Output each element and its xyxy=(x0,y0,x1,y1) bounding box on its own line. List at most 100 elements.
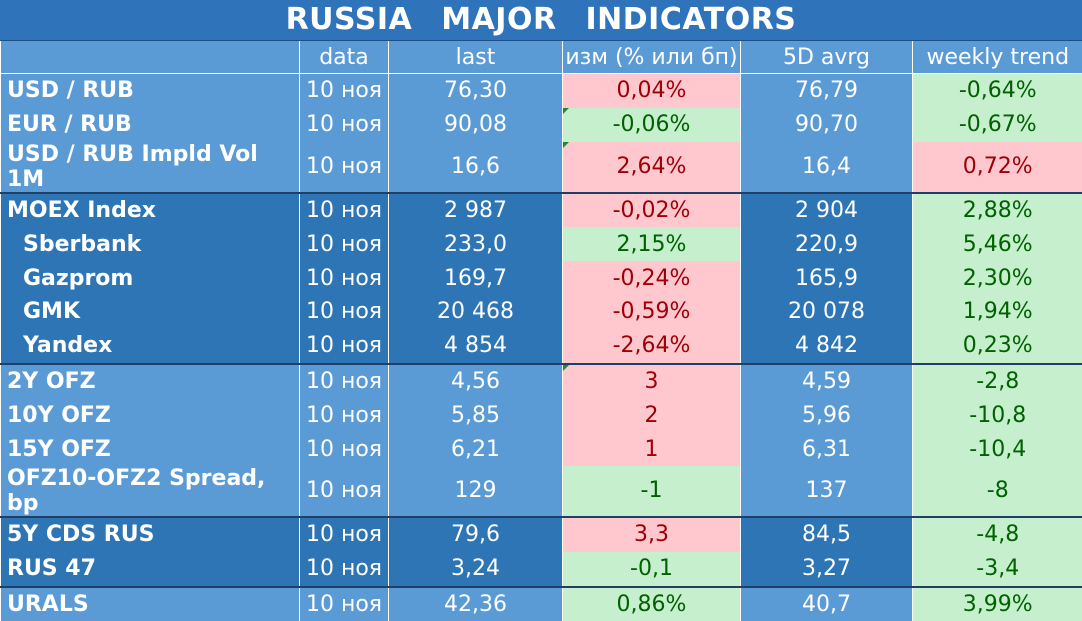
row-name: 2Y OFZ xyxy=(1,364,300,399)
row-date: 10 ноя xyxy=(300,364,389,399)
table-row: Yandex 10 ноя 4 854 -2,64% 4 842 0,23% xyxy=(1,329,1082,364)
row-name: USD / RUB Impld Vol 1M xyxy=(1,142,300,193)
row-name: RUS 47 xyxy=(1,552,300,587)
row-name: URALS xyxy=(1,587,300,621)
row-last: 233,0 xyxy=(389,227,563,261)
table-row: EUR / RUB 10 ноя 90,08 -0,06% 90,70 -0,6… xyxy=(1,108,1082,142)
row-change-value: -1 xyxy=(641,478,663,503)
table-row: 15Y OFZ 10 ноя 6,21 1 6,31 -10,4 xyxy=(1,432,1082,466)
header-5d-avg: 5D avrg xyxy=(741,41,913,74)
row-trend: -10,4 xyxy=(913,432,1082,466)
row-name: USD / RUB xyxy=(1,74,300,108)
row-name: MOEX Index xyxy=(1,193,300,228)
row-change: 2 xyxy=(563,398,741,432)
header-name xyxy=(1,41,300,74)
row-name: 15Y OFZ xyxy=(1,432,300,466)
row-trend: -0,64% xyxy=(913,74,1082,108)
header-row: data last изм (% или бп) 5D avrg weekly … xyxy=(1,41,1082,74)
row-date: 10 ноя xyxy=(300,227,389,261)
cell-note-marker xyxy=(563,365,569,371)
sheet-title: RUSSIA MAJOR INDICATORS xyxy=(0,0,1082,41)
row-change: -0,02% xyxy=(563,193,741,228)
row-5d-avg: 20 078 xyxy=(741,295,913,329)
row-5d-avg: 220,9 xyxy=(741,227,913,261)
row-date: 10 ноя xyxy=(300,552,389,587)
row-change: 2,15% xyxy=(563,227,741,261)
table-row: USD / RUB Impld Vol 1M 10 ноя 16,6 2,64%… xyxy=(1,142,1082,193)
row-change: -0,24% xyxy=(563,261,741,295)
row-change-value: -0,59% xyxy=(613,299,691,324)
indicators-sheet: RUSSIA MAJOR INDICATORS data last изм (%… xyxy=(0,0,1082,583)
row-trend: -3,4 xyxy=(913,552,1082,587)
row-last: 169,7 xyxy=(389,261,563,295)
row-5d-avg: 6,31 xyxy=(741,432,913,466)
row-last: 129 xyxy=(389,466,563,517)
row-name: EUR / RUB xyxy=(1,108,300,142)
row-trend: -0,67% xyxy=(913,108,1082,142)
row-last: 79,6 xyxy=(389,517,563,552)
row-trend: 2,30% xyxy=(913,261,1082,295)
table-row: MOEX Index 10 ноя 2 987 -0,02% 2 904 2,8… xyxy=(1,193,1082,228)
header-date: data xyxy=(300,41,389,74)
row-date: 10 ноя xyxy=(300,398,389,432)
row-change: -2,64% xyxy=(563,329,741,364)
row-name: 5Y CDS RUS xyxy=(1,517,300,552)
row-trend: 3,99% xyxy=(913,587,1082,621)
table-row: Sberbank 10 ноя 233,0 2,15% 220,9 5,46% xyxy=(1,227,1082,261)
indicators-table: data last изм (% или бп) 5D avrg weekly … xyxy=(0,41,1082,621)
row-trend: 0,23% xyxy=(913,329,1082,364)
row-trend: 2,88% xyxy=(913,193,1082,228)
row-last: 5,85 xyxy=(389,398,563,432)
row-5d-avg: 40,7 xyxy=(741,587,913,621)
row-last: 16,6 xyxy=(389,142,563,193)
row-change: -1 xyxy=(563,466,741,517)
row-date: 10 ноя xyxy=(300,517,389,552)
row-date: 10 ноя xyxy=(300,193,389,228)
row-5d-avg: 165,9 xyxy=(741,261,913,295)
header-weekly-trend: weekly trend xyxy=(913,41,1082,74)
row-trend: 1,94% xyxy=(913,295,1082,329)
row-change-value: -2,64% xyxy=(613,333,691,358)
row-change-value: -0,24% xyxy=(613,266,691,291)
cell-note-marker xyxy=(563,108,569,114)
row-date: 10 ноя xyxy=(300,432,389,466)
row-name: Sberbank xyxy=(1,227,300,261)
row-trend: 0,72% xyxy=(913,142,1082,193)
table-row: RUS 47 10 ноя 3,24 -0,1 3,27 -3,4 xyxy=(1,552,1082,587)
row-trend: -2,8 xyxy=(913,364,1082,399)
row-change: -0,1 xyxy=(563,552,741,587)
row-5d-avg: 2 904 xyxy=(741,193,913,228)
row-date: 10 ноя xyxy=(300,142,389,193)
row-last: 4 854 xyxy=(389,329,563,364)
header-last: last xyxy=(389,41,563,74)
table-row: Gazprom 10 ноя 169,7 -0,24% 165,9 2,30% xyxy=(1,261,1082,295)
row-5d-avg: 76,79 xyxy=(741,74,913,108)
row-change-value: 2,15% xyxy=(617,232,687,257)
row-last: 90,08 xyxy=(389,108,563,142)
row-date: 10 ноя xyxy=(300,74,389,108)
row-5d-avg: 4,59 xyxy=(741,364,913,399)
row-last: 4,56 xyxy=(389,364,563,399)
row-name: OFZ10-OFZ2 Spread, bp xyxy=(1,466,300,517)
row-date: 10 ноя xyxy=(300,329,389,364)
row-5d-avg: 4 842 xyxy=(741,329,913,364)
table-row: 10Y OFZ 10 ноя 5,85 2 5,96 -10,8 xyxy=(1,398,1082,432)
row-name: 10Y OFZ xyxy=(1,398,300,432)
table-row: 5Y CDS RUS 10 ноя 79,6 3,3 84,5 -4,8 xyxy=(1,517,1082,552)
row-change-value: 3 xyxy=(645,369,659,394)
cell-note-marker xyxy=(563,142,569,148)
row-change: -0,59% xyxy=(563,295,741,329)
row-5d-avg: 5,96 xyxy=(741,398,913,432)
row-last: 3,24 xyxy=(389,552,563,587)
row-last: 42,36 xyxy=(389,587,563,621)
row-5d-avg: 16,4 xyxy=(741,142,913,193)
table-row: 2Y OFZ 10 ноя 4,56 3 4,59 -2,8 xyxy=(1,364,1082,399)
row-name: Gazprom xyxy=(1,261,300,295)
row-date: 10 ноя xyxy=(300,295,389,329)
row-date: 10 ноя xyxy=(300,108,389,142)
row-change: 2,64% xyxy=(563,142,741,193)
row-date: 10 ноя xyxy=(300,261,389,295)
row-5d-avg: 90,70 xyxy=(741,108,913,142)
row-last: 6,21 xyxy=(389,432,563,466)
row-change: 0,86% xyxy=(563,587,741,621)
